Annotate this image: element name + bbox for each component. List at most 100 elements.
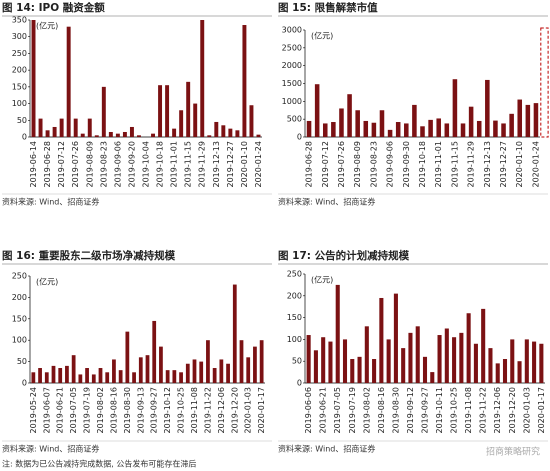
bar	[58, 368, 63, 383]
bar	[44, 372, 49, 383]
bar	[401, 348, 406, 383]
bar	[335, 284, 340, 383]
x-tick-label: 2020-01-03	[522, 387, 531, 434]
x-tick-label: 2019-11-15	[450, 141, 459, 188]
x-tick-label: 2019-12-13	[483, 141, 492, 188]
x-tick-label: 2020-01-17	[537, 387, 546, 434]
y-tick-label: 350	[12, 16, 27, 25]
bar	[444, 328, 449, 383]
bar	[98, 368, 103, 383]
bar	[38, 368, 42, 383]
bar	[488, 348, 493, 383]
x-tick-label: 2019-09-30	[402, 141, 411, 188]
bar	[214, 121, 219, 137]
x-tick-label: 2020-01-10	[515, 141, 524, 188]
bar	[246, 357, 251, 383]
y-tick-label: 500	[287, 115, 302, 124]
bar	[533, 103, 539, 137]
x-tick-label: 2019-11-08	[464, 387, 473, 434]
x-tick-label: 2019-06-21	[319, 387, 328, 434]
bar	[165, 85, 170, 137]
bar	[85, 368, 89, 383]
x-tick-label: 2019-09-20	[127, 141, 136, 188]
x-tick-label: 2019-07-05	[333, 387, 342, 434]
bar	[219, 359, 224, 383]
bar	[206, 340, 210, 383]
chart-title: 图 17: 公告的计划减持规模	[278, 249, 410, 262]
x-tick-label: 2019-12-20	[508, 387, 517, 434]
bar	[152, 320, 157, 383]
bar	[306, 120, 312, 137]
bar	[379, 297, 384, 383]
bar	[328, 341, 333, 383]
x-tick-label: 2019-05-24	[29, 387, 38, 434]
bar	[420, 126, 425, 137]
x-tick-label: 2019-09-12	[406, 387, 415, 434]
bar	[145, 355, 150, 383]
bar	[31, 20, 36, 137]
y-tick-label: 1500	[282, 79, 302, 88]
bar	[481, 308, 486, 383]
bar	[459, 332, 464, 383]
x-tick-label: 2019-10-25	[177, 387, 186, 434]
x-tick-label: 2019-11-08	[190, 387, 199, 434]
bar	[45, 130, 50, 137]
x-tick-label: 2019-07-26	[337, 141, 346, 188]
y-tick-label: 100	[12, 336, 27, 345]
x-tick-label: 2019-06-07	[42, 387, 51, 434]
bar	[232, 284, 237, 383]
bar	[118, 370, 123, 383]
bar	[517, 99, 523, 137]
x-tick-label: 2019-08-30	[391, 387, 400, 434]
x-tick-label: 2019-07-19	[83, 387, 92, 434]
bar	[347, 94, 352, 137]
x-tick-label: 2019-09-27	[421, 387, 430, 434]
bar	[476, 120, 482, 137]
x-tick-label: 2019-06-28	[305, 141, 314, 188]
x-tick-label: 2019-12-06	[493, 387, 502, 434]
bar	[350, 359, 355, 383]
bar	[256, 134, 261, 137]
bar	[395, 122, 401, 137]
bar	[193, 103, 198, 137]
bar	[437, 335, 442, 383]
bar	[31, 372, 36, 383]
bar	[132, 372, 136, 383]
x-tick-label: 2019-12-13	[212, 141, 221, 188]
x-tick-label: 2020-01-24	[254, 141, 263, 188]
x-tick-label: 2019-10-18	[418, 141, 427, 188]
unit-label: (亿元)	[36, 21, 58, 31]
x-tick-label: 2019-08-02	[362, 387, 371, 434]
x-tick-label: 2019-08-30	[123, 387, 132, 434]
x-tick-label: 2019-09-13	[136, 387, 145, 434]
x-tick-label: 2019-07-12	[321, 141, 330, 188]
y-tick-label: 0	[297, 379, 302, 388]
y-tick-label: 1000	[282, 97, 302, 106]
bar	[501, 123, 506, 137]
bar	[495, 363, 500, 383]
bar	[485, 79, 490, 137]
bar	[412, 104, 417, 137]
highlight-box	[540, 27, 549, 138]
y-tick-label: 150	[287, 313, 302, 322]
bar	[200, 20, 205, 137]
bar	[259, 340, 264, 383]
unit-label: (亿元)	[311, 275, 333, 285]
bar	[179, 110, 184, 137]
bar	[408, 332, 413, 383]
bar	[372, 359, 377, 383]
bar	[509, 113, 514, 137]
bar	[199, 361, 204, 383]
bar	[364, 326, 369, 383]
y-tick-label: 50	[17, 357, 27, 366]
unit-label: (亿元)	[36, 277, 58, 287]
bar	[331, 122, 336, 137]
x-tick-label: 2019-08-23	[369, 141, 378, 188]
x-tick-label: 2019-07-12	[57, 141, 66, 188]
x-tick-label: 2019-07-05	[69, 387, 78, 434]
y-tick-label: 150	[12, 314, 27, 323]
y-tick-label: 0	[22, 133, 27, 142]
bar	[357, 356, 362, 383]
x-tick-label: 2019-10-11	[435, 387, 444, 434]
